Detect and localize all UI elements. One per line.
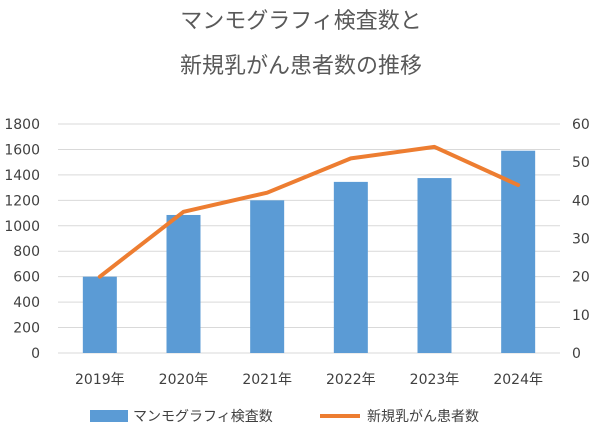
line-series [97,144,521,279]
left-tick-label: 0 [31,346,40,362]
x-tick-label: 2024年 [493,372,543,388]
right-axis-ticks: 0 10 20 30 40 50 60 [572,117,590,362]
x-tick-label: 2020年 [159,372,209,388]
x-tick-label: 2021年 [242,372,292,388]
x-tick-label: 2019年 [75,372,125,388]
left-tick-label: 1400 [4,168,40,184]
bar [333,181,368,353]
bar [166,214,201,353]
legend-label-line: 新規乳がん患者数 [367,409,479,425]
right-tick-label: 0 [572,346,581,362]
bar-series [82,150,536,353]
legend: マンモグラフィ検査数 新規乳がん患者数 [90,409,479,425]
bar [417,178,452,353]
x-tick-label: 2023年 [410,372,460,388]
legend-label-bar: マンモグラフィ検査数 [133,409,273,425]
x-tick-label: 2022年 [326,372,376,388]
left-tick-label: 200 [13,321,40,337]
left-tick-label: 1200 [4,193,40,209]
left-tick-label: 1000 [4,219,40,235]
right-tick-label: 60 [572,117,590,133]
right-tick-label: 20 [572,270,590,286]
left-tick-label: 1600 [4,142,40,158]
right-tick-label: 40 [572,193,590,209]
left-tick-label: 400 [13,295,40,311]
right-tick-label: 50 [572,155,590,171]
series-line [97,144,521,279]
legend-swatch-bar [90,410,128,422]
x-axis-ticks: 2019年 2020年 2021年 2022年 2023年 2024年 [75,372,543,388]
chart-title-line-2: 新規乳がん患者数の推移 [180,54,422,79]
left-tick-label: 1800 [4,117,40,133]
left-axis-ticks: 0 200 400 600 800 1000 1200 1400 1600 1800 [4,117,40,362]
gridlines [58,123,560,354]
bar [82,276,117,353]
right-tick-label: 30 [572,232,590,248]
left-tick-label: 600 [13,270,40,286]
left-tick-label: 800 [13,244,40,260]
right-tick-label: 10 [572,308,590,324]
bar [250,200,285,353]
chart-title-line-1: マンモグラフィ検査数と [180,9,422,34]
